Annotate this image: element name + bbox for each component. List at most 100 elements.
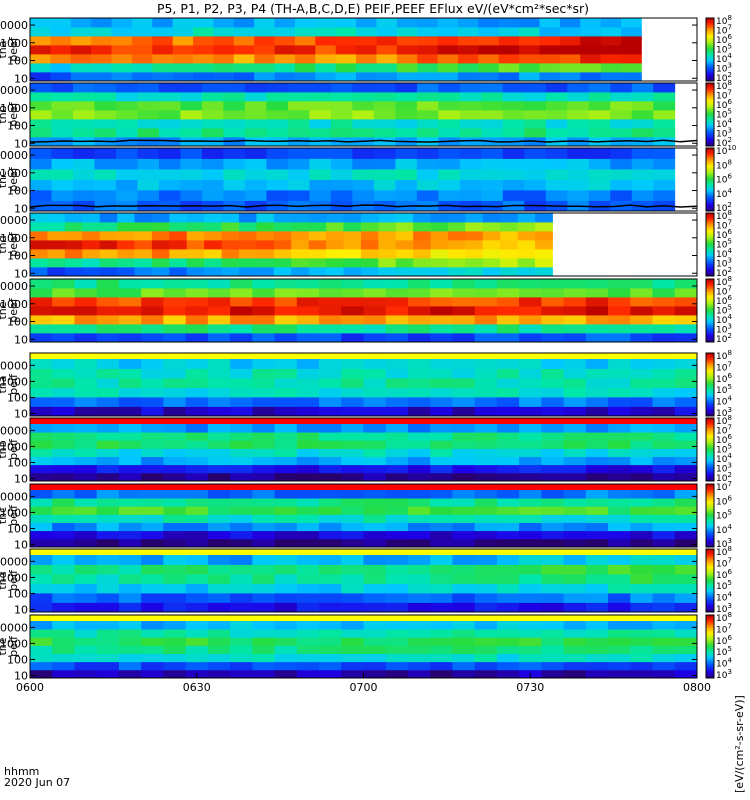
colorbar-segment: [706, 257, 714, 260]
colorbar-tick-label: 107: [716, 24, 732, 37]
spectrogram-cell: [563, 574, 587, 584]
colorbar-segment: [706, 54, 714, 57]
colorbar-tick-label: 102: [716, 266, 732, 279]
spectrogram-cell: [47, 258, 66, 268]
spectrogram-cell: [115, 158, 138, 170]
spectrogram-cell: [201, 169, 224, 180]
colorbar-tick-label: 107: [716, 424, 732, 437]
colorbar-tick-label: 106: [716, 228, 732, 241]
spectrogram-cell: [465, 240, 484, 250]
colorbar-tick-label: 107: [716, 89, 732, 102]
spectrogram-cell: [330, 83, 353, 93]
spectrogram-cell: [539, 27, 561, 37]
spectrogram-cell: [430, 279, 453, 289]
colorbar-segment: [706, 575, 714, 578]
spectrogram-cell: [363, 653, 387, 663]
colorbar-segment: [706, 160, 714, 163]
spectrogram-cell: [674, 406, 698, 417]
spectrogram-cell: [238, 249, 257, 259]
spectrogram-cell: [94, 179, 117, 191]
spectrogram-cell: [233, 27, 255, 37]
colorbar-segment: [706, 513, 714, 516]
spectrogram-cell: [630, 645, 653, 654]
spectrogram-cell: [585, 464, 609, 474]
spectrogram-cell: [52, 522, 75, 532]
spectrogram-cell: [296, 368, 320, 379]
spectrogram-cell: [363, 279, 387, 289]
panel-label: thapeif: [0, 373, 20, 395]
colorbar-tick-label: 107: [716, 285, 732, 298]
spectrogram-cell: [287, 110, 310, 120]
spectrogram-cell: [152, 27, 174, 37]
spectrogram-cell: [118, 279, 142, 289]
colorbar-segment: [706, 332, 714, 335]
spectrogram-cell: [30, 397, 53, 407]
spectrogram-cell: [274, 593, 298, 603]
spectrogram-cell: [541, 378, 564, 388]
spectrogram-cell: [274, 555, 298, 565]
spectrogram-cell: [630, 574, 653, 584]
y-tick-label: 10: [14, 604, 28, 617]
spectrogram-cell: [652, 448, 676, 457]
spectrogram-cell: [287, 101, 310, 111]
spectrogram-cell: [118, 448, 142, 457]
colorbar-segment: [706, 35, 714, 38]
colorbar-segment: [706, 89, 714, 92]
spectrogram-cell: [608, 432, 631, 441]
spectrogram-cell: [585, 359, 609, 369]
spectrogram-cell: [496, 424, 520, 433]
colorbar-segment: [706, 583, 714, 586]
spectrogram-cell: [118, 359, 142, 369]
spectrogram-cell: [407, 490, 431, 499]
spectrogram-cell: [519, 432, 542, 441]
spectrogram-cell: [452, 368, 476, 379]
colorbar-tick-label: 104: [716, 247, 732, 260]
spectrogram-cell: [541, 440, 564, 449]
spectrogram-cell: [163, 645, 187, 654]
spectrogram-cell: [580, 36, 602, 46]
spectrogram-cell: [193, 27, 214, 37]
colorbar-segment: [706, 531, 714, 534]
colorbar-segment: [706, 382, 714, 385]
spectrogram-cell: [498, 18, 520, 28]
colorbar-segment: [706, 627, 714, 630]
colorbar-segment: [706, 38, 714, 41]
colorbar-segment: [706, 441, 714, 444]
spectrogram-cell: [608, 387, 631, 398]
spectrogram-cell: [230, 424, 253, 433]
spectrogram-cell: [315, 54, 337, 64]
colorbar-segment: [706, 545, 714, 548]
y-tick-label: 1000: [0, 440, 28, 453]
spectrogram-cell: [230, 440, 253, 449]
spectrogram-cell: [496, 498, 520, 507]
colorbar-segment: [706, 555, 714, 558]
colorbar-segment: [706, 228, 714, 231]
colorbar-segment: [706, 462, 714, 465]
spectrogram-cell: [274, 279, 298, 289]
spectrogram-cell: [541, 555, 564, 565]
colorbar-segment: [706, 386, 714, 389]
spectrogram-cell: [385, 288, 409, 298]
spectrogram-cell: [610, 110, 633, 120]
colorbar-segment: [706, 199, 714, 202]
spectrogram-cell: [319, 498, 342, 507]
spectrogram-cell: [481, 119, 504, 129]
spectrogram-cell: [163, 456, 187, 466]
spectrogram-cell: [254, 72, 275, 82]
spectrogram-cell: [385, 645, 409, 654]
colorbar-segment: [706, 674, 714, 677]
spectrogram-cell: [51, 119, 74, 129]
spectrogram-cell: [474, 530, 498, 540]
spectrogram-cell: [585, 490, 609, 499]
spectrogram-cell: [131, 63, 153, 73]
spectrogram-cell: [519, 490, 542, 499]
spectrogram-cell: [498, 54, 520, 64]
colorbar-segment: [706, 602, 714, 605]
spectrogram-cell: [274, 18, 296, 28]
spectrogram-cell: [207, 333, 231, 343]
spectrogram-cell: [233, 45, 255, 55]
colorbar-segment: [706, 193, 714, 196]
spectrogram-cell: [608, 456, 631, 466]
spectrogram-cell: [567, 179, 590, 191]
spectrogram-cell: [563, 629, 587, 638]
